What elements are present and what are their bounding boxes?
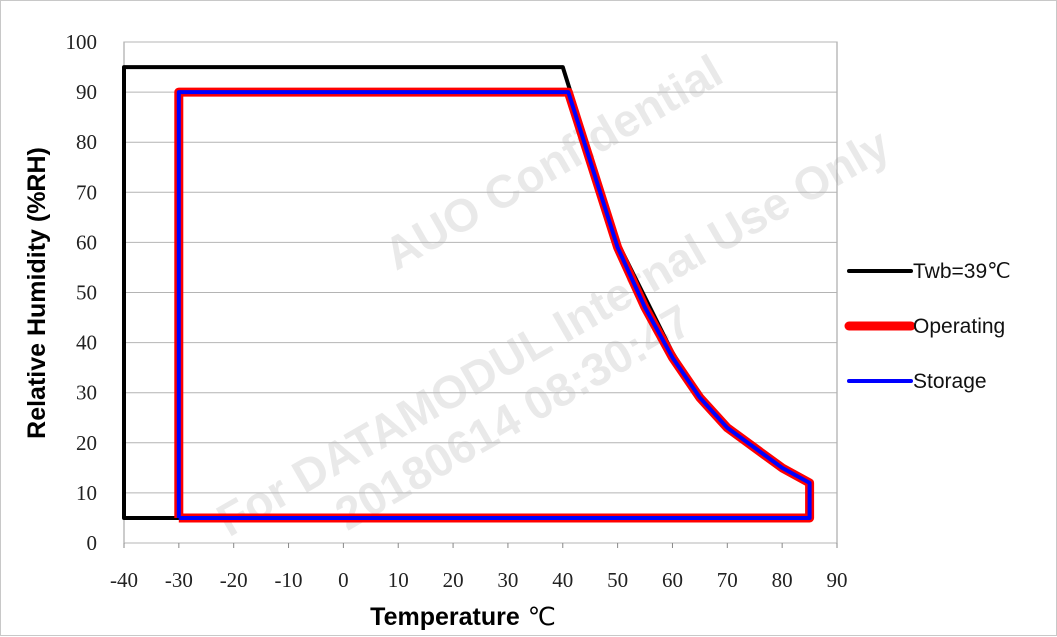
y-tick-label: 100: [66, 30, 98, 54]
x-axis-title-text: Temperature: [370, 603, 520, 631]
x-axis-title: Temperature ℃: [370, 603, 556, 631]
x-tick-label: 60: [662, 568, 683, 592]
x-tick-label: 20: [443, 568, 464, 592]
y-tick-label: 20: [76, 431, 97, 455]
legend-label: Operating: [913, 315, 1005, 338]
x-tick-label: -30: [165, 568, 193, 592]
y-tick-label: 70: [76, 180, 97, 204]
series-line-storage: [176, 90, 812, 520]
x-tick-label: -20: [220, 568, 248, 592]
y-tick-label: 50: [76, 281, 97, 305]
series-layer: [122, 65, 815, 523]
x-tick-label: 90: [827, 568, 848, 592]
x-tick-label: 50: [607, 568, 628, 592]
legend-label: Storage: [913, 370, 987, 393]
y-tick-label: 80: [76, 130, 97, 154]
x-tick-labels: -40 -30 -20 -10 0 10 20 30 40 50 60 70 80 90: [110, 568, 848, 592]
y-tick-label: 90: [76, 80, 97, 104]
y-axis-title: Relative Humidity (%RH): [23, 147, 51, 439]
legend-label: Twb=39℃: [913, 260, 1011, 283]
y-tick-label: 30: [76, 381, 97, 405]
legend: Twb=39℃ Operating Storage: [844, 260, 1011, 393]
y-tick-labels: 0 10 20 30 40 50 60 70 80 90 100: [66, 30, 98, 555]
grid-lines: [123, 41, 838, 548]
y-tick-label: 60: [76, 230, 97, 254]
x-tick-label: -40: [110, 568, 138, 592]
y-tick-label: 0: [87, 531, 98, 555]
x-tick-label: -10: [275, 568, 303, 592]
x-tick-label: 30: [497, 568, 518, 592]
x-tick-label: 70: [717, 568, 738, 592]
x-tick-label: 80: [772, 568, 793, 592]
x-tick-label: 40: [552, 568, 573, 592]
x-tick-label: 10: [388, 568, 409, 592]
y-tick-label: 40: [76, 331, 97, 355]
y-tick-label: 10: [76, 481, 97, 505]
x-tick-label: 0: [338, 568, 349, 592]
x-axis-title-unit: ℃: [528, 604, 556, 631]
